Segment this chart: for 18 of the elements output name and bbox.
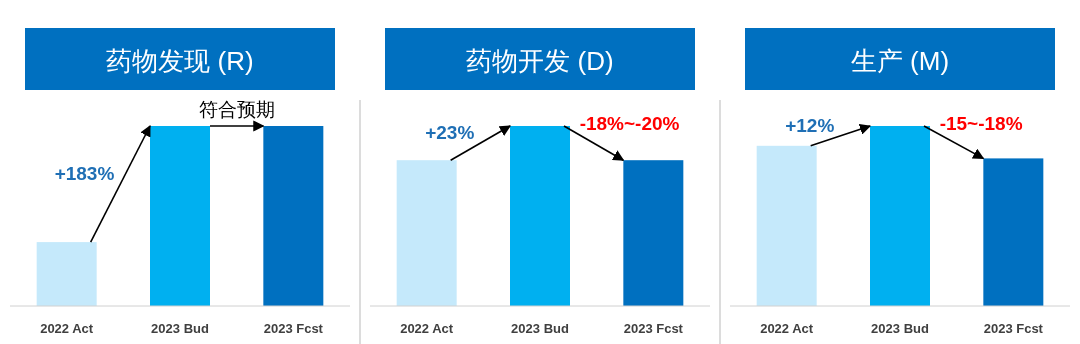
annotation: -15~-18% [939,113,1023,134]
x-tick-label: 2023 Fcst [983,321,1044,336]
chart-title: 生产 (M) [850,46,950,76]
x-tick-label: 2023 Bud [511,321,569,336]
annotation: -18%~-20% [579,113,680,134]
chart-title: 药物开发 (D) [466,46,614,76]
x-tick-label: 2023 Fcst [263,321,324,336]
x-tick-label: 2022 Act [760,321,814,336]
annotation: +23% [425,122,475,144]
x-tick-label: 2023 Bud [871,321,929,336]
x-tick-label: 2023 Bud [151,321,209,336]
x-tick-label: 2022 Act [400,321,454,336]
chart-title: 药物发现 (R) [106,46,254,76]
annotation: +12% [785,114,835,136]
text: 符合预期 [198,99,275,120]
x-tick-label: 2023 Fcst [623,321,684,336]
x-tick-label: 2022 Act [40,321,94,336]
annotation: +183% [54,163,115,185]
